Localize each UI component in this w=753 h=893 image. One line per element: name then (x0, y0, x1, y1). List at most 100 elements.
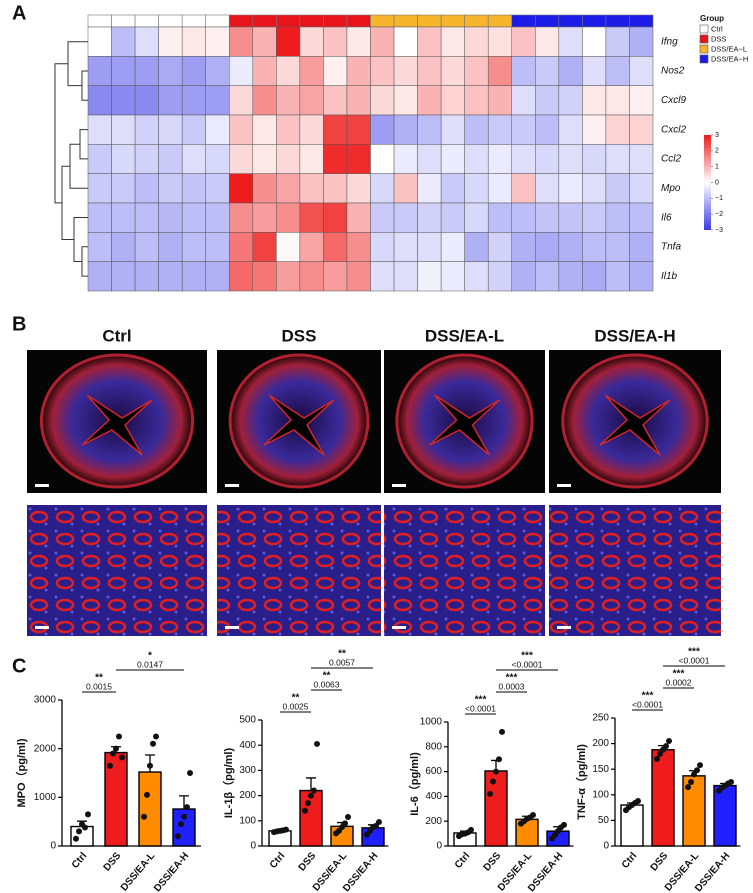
heatmap-cell (487, 261, 513, 292)
heatmap-cell (487, 26, 513, 57)
scale-bar (225, 626, 239, 629)
heatmap-cell (229, 26, 254, 57)
heatmap-cell (511, 56, 536, 86)
data-point (468, 826, 474, 833)
data-point (493, 768, 499, 775)
micrograph-detail (217, 505, 381, 636)
data-point (305, 800, 311, 807)
heatmap-cell (252, 56, 277, 86)
heatmap-cell (87, 261, 112, 292)
heatmap-cell (582, 173, 607, 204)
colorbar-label: −2 (715, 211, 723, 218)
heatmap-cell (111, 202, 136, 233)
heatmap-cell (558, 144, 583, 174)
data-point (85, 811, 91, 818)
y-tick-label: 100 (239, 815, 256, 826)
group-annotation (134, 14, 159, 28)
y-tick-label: 100 (592, 789, 609, 800)
heatmap-cell (629, 232, 654, 262)
scale-bar (35, 626, 49, 629)
heatmap-cell (582, 261, 607, 292)
heatmap-cell (87, 173, 112, 204)
data-point (376, 819, 382, 826)
heatmap-cell (558, 26, 583, 57)
heatmap-cell (252, 261, 277, 292)
image-title: DSS/EA-L (425, 326, 504, 345)
heatmap-cell (276, 114, 301, 145)
heatmap-cell (87, 85, 112, 116)
dendrogram-branch (81, 246, 88, 277)
significance-stars: * (148, 651, 152, 662)
heatmap-cell (299, 85, 324, 116)
p-value: 0.0057 (329, 657, 355, 667)
significance-stars: ** (338, 649, 346, 660)
significance-stars: ** (95, 673, 103, 684)
dendrogram-branch (69, 143, 88, 189)
heatmap-cell (417, 232, 442, 262)
heatmap-cell (440, 232, 465, 262)
heatmap-cell (111, 173, 136, 204)
data-point (76, 828, 82, 835)
colorbar-label: 1 (715, 164, 719, 171)
legend-title: Group (700, 14, 724, 23)
heatmap-cell (582, 85, 607, 116)
micrograph-detail (27, 505, 207, 636)
significance-stars: *** (475, 695, 487, 706)
heatmap-cell (205, 26, 230, 57)
heatmap-cell (181, 144, 206, 174)
heatmap-cell (464, 173, 489, 204)
heatmap-cell (252, 144, 277, 174)
data-point (496, 756, 502, 763)
heatmap-cell (511, 202, 536, 233)
p-value: 0.0025 (283, 701, 309, 711)
x-tick-label: DSS (649, 850, 671, 873)
heatmap-cell (323, 114, 348, 145)
colorbar-label: 2 (715, 148, 719, 155)
heatmap-cell (346, 202, 371, 233)
heatmap-cell (535, 114, 560, 145)
heatmap-cell (393, 85, 418, 116)
heatmap-cell (417, 56, 442, 86)
row-label: Ifng (661, 36, 678, 47)
heatmap-cell (487, 232, 513, 262)
y-axis-label: IL-6（pg/ml) (408, 752, 421, 816)
group-annotation (228, 14, 254, 28)
heatmap-cell (393, 232, 418, 262)
image-title: DSS (282, 326, 317, 345)
heatmap-cell (440, 202, 465, 233)
group-annotation (582, 14, 607, 28)
y-tick-label: 1000 (420, 717, 443, 728)
heatmap-cell (417, 26, 442, 57)
heatmap-cell (535, 85, 560, 116)
heatmap-cell (229, 261, 254, 292)
heatmap-cell (605, 85, 630, 116)
heatmap-cell (370, 202, 395, 233)
significance-stars: *** (642, 691, 654, 702)
y-tick-label: 500 (239, 715, 256, 726)
p-value: <0.0001 (679, 655, 710, 665)
heatmap-cell (134, 144, 159, 174)
group-annotation (252, 14, 277, 28)
heatmap-cell (276, 144, 301, 174)
p-value: <0.0001 (465, 703, 496, 713)
heatmap-cell (558, 232, 583, 262)
y-tick-label: 200 (425, 816, 442, 827)
heatmap-cell (629, 114, 654, 145)
data-point (311, 787, 317, 794)
y-tick-label: 0 (250, 841, 256, 852)
heatmap-cell (158, 232, 183, 262)
heatmap-cell (535, 173, 560, 204)
lumen (81, 394, 153, 456)
heatmap-cell (111, 232, 136, 262)
dendrogram-branch (61, 165, 74, 240)
heatmap-cell (229, 85, 254, 116)
heatmap-cell (393, 173, 418, 204)
legend-label: DSS (711, 34, 726, 43)
row-label: Ccl2 (661, 154, 681, 165)
data-point (685, 784, 691, 791)
heatmap-cell (181, 56, 206, 86)
lumen (263, 394, 335, 456)
heatmap-cell (535, 56, 560, 86)
bar (484, 770, 508, 847)
